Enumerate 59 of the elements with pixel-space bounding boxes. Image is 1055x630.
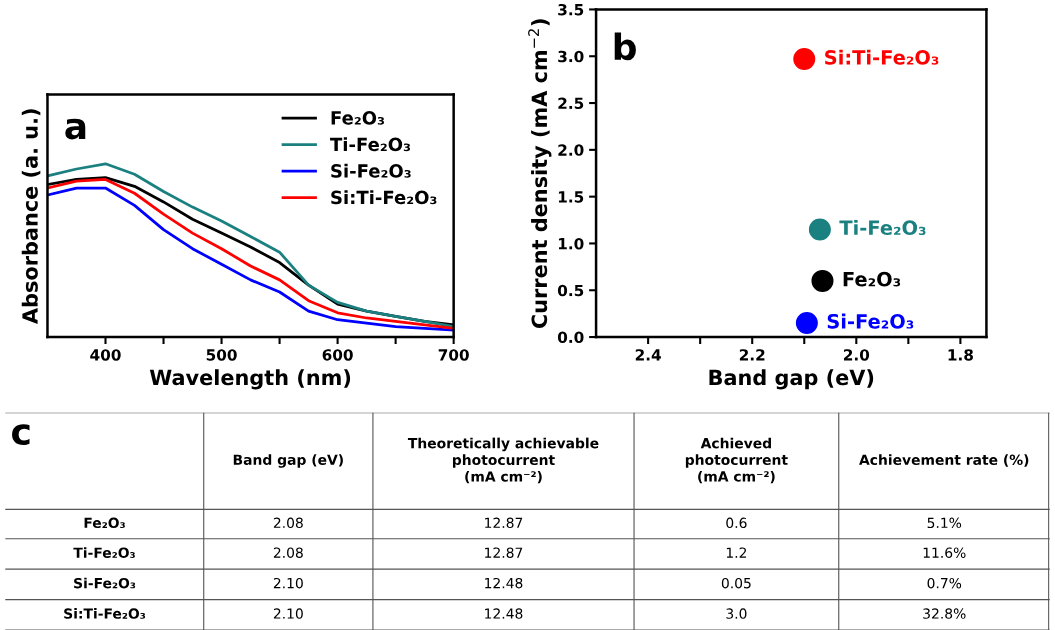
legend-label: Si:Ti-Fe₂O₃ (331, 190, 437, 205)
text: 1.2 (726, 547, 747, 558)
x-tick-label: 400 (90, 349, 121, 361)
x-tick-label: 500 (206, 349, 237, 361)
y-tick-label: 0.5 (557, 284, 584, 297)
point (811, 269, 834, 292)
text: 2.08 (273, 517, 303, 529)
text: 32.8% (923, 608, 966, 619)
legend-label: Si-Fe₂O₃ (331, 163, 411, 178)
x-tick-label: 700 (438, 349, 469, 361)
x-axis-title: Band gap (eV) (709, 369, 874, 390)
point (793, 48, 816, 71)
text: 3.0 (726, 608, 747, 619)
text: 0.7% (927, 577, 962, 589)
category-label: Si:Ti-Fe₂O₃ (64, 608, 146, 619)
series-label: Ti-Fe₂O₃ (839, 220, 926, 236)
text: b (614, 32, 636, 61)
text: 2.10 (273, 608, 303, 619)
y-tick-label: 0.0 (557, 331, 584, 344)
text: 2.10 (273, 577, 303, 589)
category-label: Achievement rate (%) (859, 454, 1029, 467)
category-label: Ti-Fe₂O₃ (73, 547, 135, 558)
text: 0.6 (726, 517, 747, 529)
y-tick-label: 3.5 (558, 3, 584, 16)
text: 12.48 (485, 608, 523, 619)
text: 11.6% (923, 547, 966, 558)
legend-label: Ti-Fe₂O₃ (330, 137, 411, 152)
series-label: Fe₂O₃ (843, 271, 901, 287)
x-tick-label: 2.2 (739, 349, 765, 361)
point (808, 218, 831, 241)
category-label: Achieved photocurrent (mA cm⁻²) (685, 437, 788, 484)
text: 12.87 (485, 517, 523, 529)
y-tick-label: 1.0 (558, 237, 584, 250)
text: 12.48 (485, 577, 523, 589)
text: 5.1% (927, 517, 962, 529)
x-tick-label: 600 (322, 349, 353, 361)
y-axis-title: Current density (mA cm$^{−2}$) (528, 19, 552, 329)
series-label: Si:Ti-Fe₂O₃ (825, 49, 939, 65)
text: 12.87 (485, 547, 523, 558)
y-tick-label: 3.0 (558, 50, 584, 63)
series-label: Si-Fe₂O₃ (827, 313, 914, 329)
x-tick-label: 2.0 (843, 349, 870, 361)
y-tick-label: 2.5 (558, 97, 584, 110)
x-tick-label: 2.4 (635, 349, 661, 361)
chart-title: a (65, 118, 86, 140)
category-label: Band gap (eV) (233, 454, 343, 468)
y-tick-label: 1.5 (558, 191, 584, 203)
x-axis-title: Wavelength (nm) (149, 369, 351, 390)
y-tick-label: 2.0 (558, 144, 584, 156)
category-label: Si-Fe₂O₃ (74, 577, 136, 589)
category-label: Fe₂O₃ (84, 517, 125, 529)
category-label: Theoretically achievable photocurrent (mA cm⁻²) (407, 437, 599, 484)
text: 0.05 (721, 577, 751, 589)
legend-label: Fe₂O₃ (331, 111, 385, 125)
text: 2.08 (273, 547, 303, 558)
point (795, 312, 818, 335)
text: c (12, 424, 30, 445)
y-axis-title: Absorbance (a. u.) (21, 109, 41, 324)
x-tick-label: 1.8 (948, 349, 973, 361)
